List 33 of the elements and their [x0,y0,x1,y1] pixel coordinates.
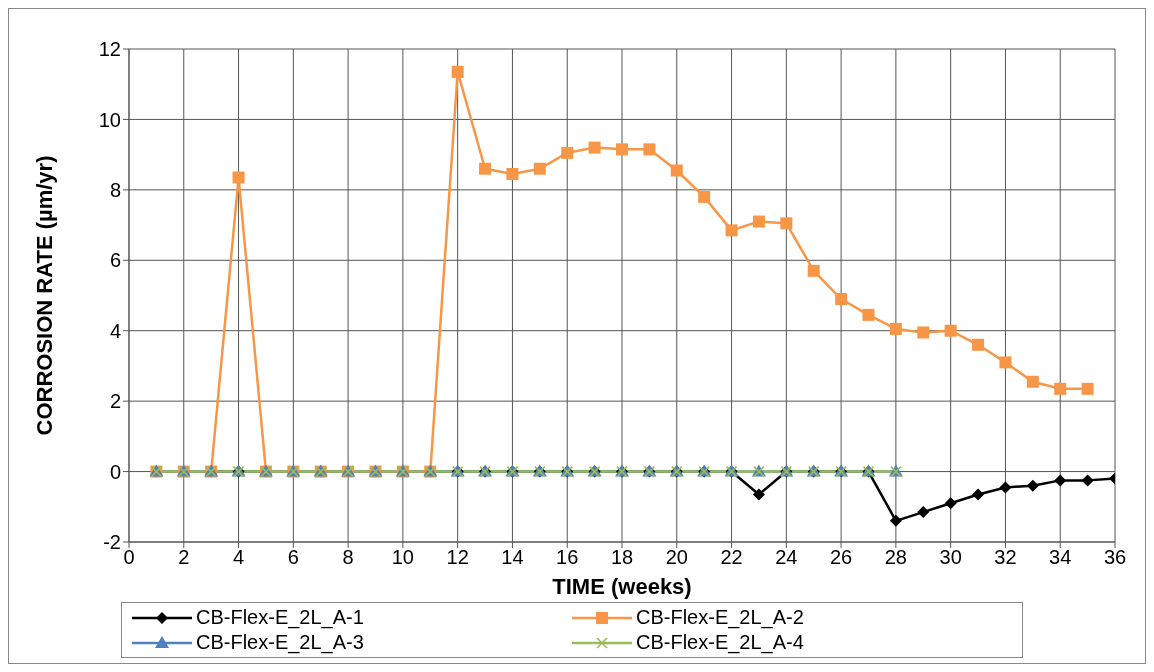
x-tick-label: 8 [342,546,354,569]
x-tick-label: 26 [829,546,853,569]
x-axis-title: TIME (weeks) [552,574,692,599]
x-tick-label: 20 [665,546,688,569]
y-tick-label: 8 [109,178,121,201]
y-tick-label: 12 [98,38,121,61]
legend-label: CB-Flex-E_2L_A-3 [196,631,364,654]
x-tick-label: 12 [446,546,469,569]
x-tick-label: 28 [884,546,908,569]
x-tick-label: 24 [775,546,798,569]
x-tick-label: 30 [939,546,962,569]
x-tick-label: 34 [1049,546,1072,569]
x-tick-label: 4 [232,546,245,569]
x-tick-label: 22 [720,546,743,569]
y-tick-label: 6 [109,249,121,272]
x-tick-label: 2 [178,546,190,569]
y-tick-label: 0 [109,460,121,483]
x-tick-label: 18 [610,546,634,569]
x-tick-label: 32 [994,546,1017,569]
y-tick-label: 4 [109,319,121,342]
x-tick-label: 16 [556,546,579,569]
x-tick-label: 0 [123,546,135,569]
legend-label: CB-Flex-E_2L_A-4 [636,631,804,654]
legend-label: CB-Flex-E_2L_A-2 [636,606,804,629]
x-tick-label: 6 [287,546,299,569]
y-tick-label: -2 [103,531,121,554]
legend-label: CB-Flex-E_2L_A-1 [196,606,364,629]
y-tick-label: 10 [98,108,121,131]
x-tick-label: 36 [1103,546,1127,569]
x-tick-label: 10 [391,546,415,569]
y-axis-title: CORROSION RATE (µm/yr) [31,155,57,436]
y-tick-label: 2 [109,390,121,413]
x-tick-label: 14 [501,546,524,569]
